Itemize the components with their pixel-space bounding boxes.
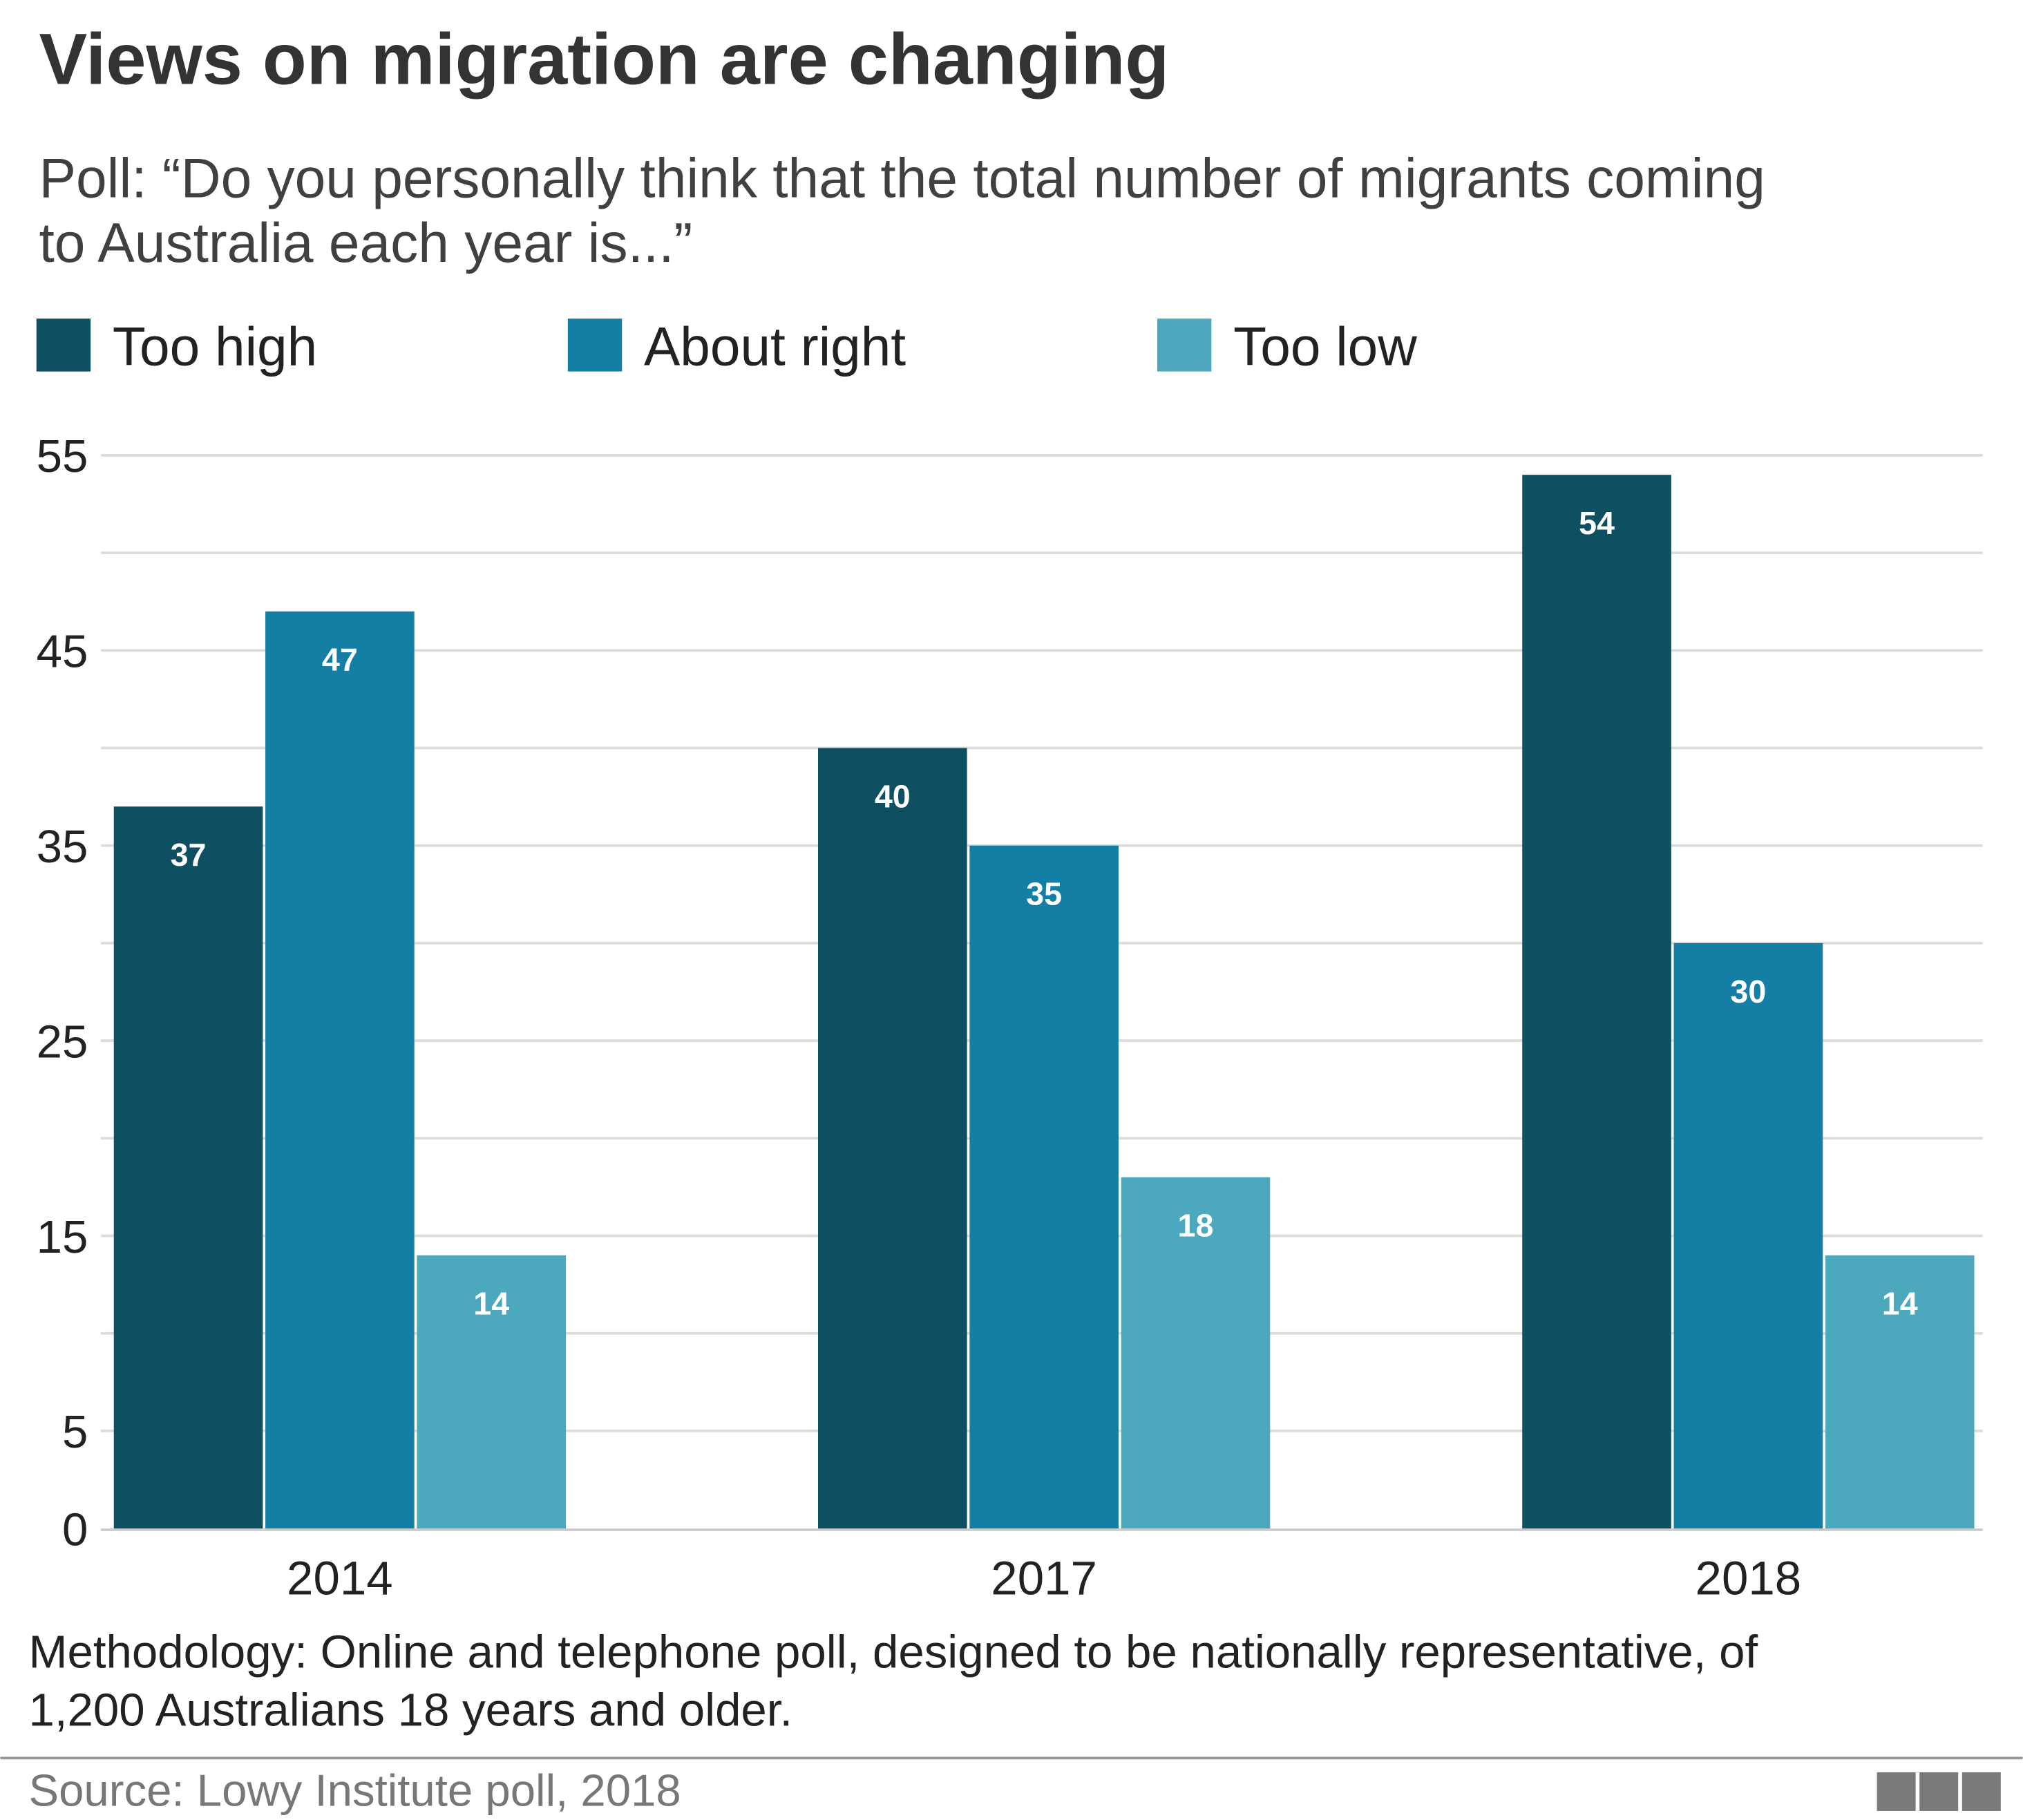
data-label: 37 [171, 837, 207, 873]
legend-label: Too low [1233, 316, 1417, 377]
subtitle-line-2: to Australia each year is...” [39, 212, 692, 274]
data-label: 30 [1730, 974, 1766, 1009]
source-text: Source: Lowy Institute poll, 2018 [29, 1765, 681, 1815]
x-tick-label: 2018 [1696, 1551, 1802, 1604]
bbc-logo-block [1877, 1772, 1916, 1811]
y-tick-label: 15 [37, 1211, 88, 1263]
legend-label: About right [644, 316, 906, 377]
bar-2014-1 [265, 611, 415, 1529]
bbc-logo-block [1919, 1772, 1959, 1811]
subtitle-line-1: Poll: “Do you personally think that the … [39, 148, 1765, 210]
bar-2018-1 [1673, 942, 1823, 1529]
data-label: 54 [1579, 505, 1615, 541]
x-tick-label: 2014 [287, 1551, 393, 1604]
bar-2017-2 [1121, 1177, 1271, 1529]
data-label: 14 [473, 1286, 509, 1322]
y-tick-label: 55 [37, 430, 88, 482]
y-tick-label: 5 [62, 1406, 88, 1458]
y-tick-label: 25 [37, 1016, 88, 1068]
bar-2017-0 [817, 748, 967, 1529]
legend-swatch-1 [567, 319, 623, 372]
bar-2017-1 [969, 845, 1119, 1529]
bars: 37 47 14 40 35 18 54 30 14 [113, 475, 1975, 1529]
legend: Too high About right Too low [36, 316, 1417, 377]
data-label: 47 [322, 642, 358, 678]
legend-swatch-2 [1157, 319, 1212, 372]
methodology-line-2: 1,200 Australians 18 years and older. [29, 1685, 793, 1736]
bar-2014-0 [113, 806, 263, 1529]
bbc-logo [1877, 1772, 2001, 1811]
y-tick-label: 35 [37, 821, 88, 873]
methodology-line-1: Methodology: Online and telephone poll, … [29, 1627, 1758, 1678]
x-axis: 2014 2017 2018 [287, 1551, 1801, 1604]
bar-2014-2 [417, 1255, 567, 1529]
y-tick-label: 45 [37, 626, 88, 678]
legend-swatch-0 [36, 319, 91, 372]
y-tick-label: 0 [62, 1504, 88, 1555]
legend-label: Too high [113, 316, 317, 377]
data-label: 14 [1882, 1286, 1918, 1322]
data-label: 40 [875, 778, 911, 814]
x-tick-label: 2017 [991, 1551, 1097, 1604]
data-label: 35 [1026, 876, 1062, 912]
bbc-logo-block [1962, 1772, 2001, 1811]
chart-title: Views on migration are changing [39, 19, 1169, 99]
data-label: 18 [1178, 1208, 1214, 1244]
bar-2018-0 [1522, 475, 1671, 1529]
bar-2018-2 [1825, 1255, 1975, 1529]
y-axis: 0 5 15 25 35 45 55 [37, 430, 88, 1555]
